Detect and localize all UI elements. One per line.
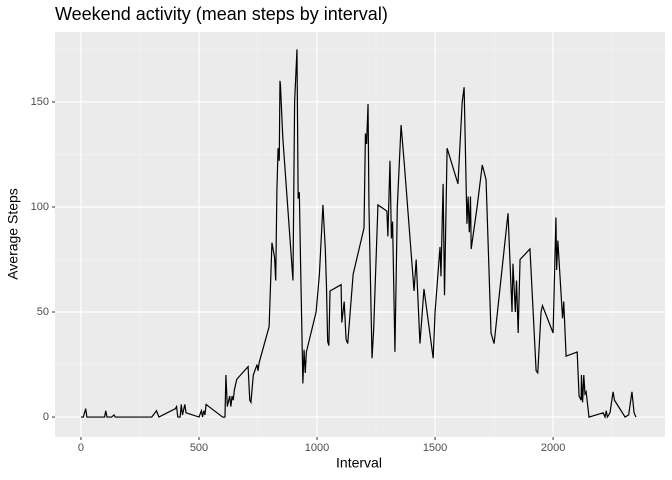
y-tick-label: 150 xyxy=(31,96,49,108)
chart-title: Weekend activity (mean steps by interval… xyxy=(55,4,388,24)
y-tick-label: 50 xyxy=(37,306,49,318)
y-tick-label: 0 xyxy=(43,411,49,423)
y-tick-label: 100 xyxy=(31,201,49,213)
data-line xyxy=(80,49,637,420)
x-tick-label: 1500 xyxy=(423,442,447,454)
x-tick-label: 1000 xyxy=(305,442,329,454)
x-tick-label: 2000 xyxy=(541,442,565,454)
x-axis-title: Interval xyxy=(336,455,382,471)
y-axis-title: Average Steps xyxy=(5,188,21,280)
plot-panel xyxy=(55,32,665,437)
x-tick-label: 500 xyxy=(190,442,208,454)
x-tick-label: 0 xyxy=(78,442,84,454)
